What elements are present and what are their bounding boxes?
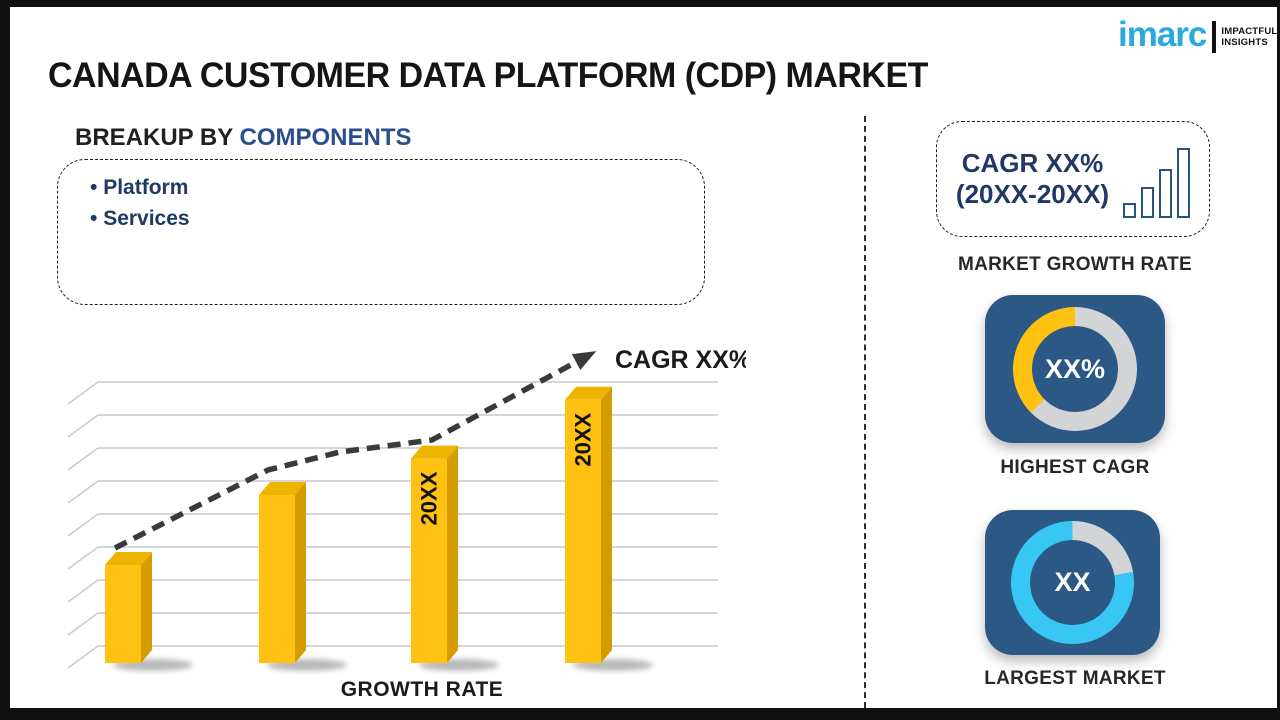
- list-item-services: Services: [90, 203, 704, 234]
- growth-rate-bar-chart: 20XX 20XX CAGR XX% GROWTH RATE: [67, 346, 746, 701]
- chart-bars: 20XX 20XX: [105, 386, 653, 671]
- x-axis-label: GROWTH RATE: [341, 678, 504, 701]
- list-item-platform: Platform: [90, 172, 704, 203]
- breakup-heading: BREAKUP BY COMPONENTS: [75, 124, 412, 152]
- page-border-top: [0, 0, 1280, 7]
- svg-text:20XX: 20XX: [417, 471, 442, 525]
- highest-cagr-label: HIGHEST CAGR: [1000, 457, 1150, 478]
- growth-bars-icon: [1123, 146, 1191, 218]
- page-border-left: [0, 0, 10, 720]
- page-border-bottom: [0, 708, 1280, 720]
- market-growth-rate-box: CAGR XX% (20XX-20XX): [936, 121, 1210, 237]
- components-list: Platform Services: [90, 172, 704, 234]
- cagr-line1: CAGR XX%: [961, 148, 1104, 178]
- cagr-value-text: CAGR XX% (20XX-20XX): [956, 148, 1109, 210]
- imarc-logo: imarc IMPACTFUL INSIGHTS: [1118, 16, 1277, 54]
- logo-divider: [1212, 21, 1217, 53]
- components-list-box: Platform Services: [57, 159, 705, 305]
- largest-market-label: LARGEST MARKET: [984, 668, 1166, 689]
- logo-tagline-line1: IMPACTFUL: [1221, 26, 1278, 37]
- page-border-right: [1277, 0, 1280, 720]
- largest-market-value: XX: [1054, 567, 1091, 597]
- cagr-trend-arrow: [113, 351, 597, 551]
- logo-tagline: IMPACTFUL INSIGHTS: [1221, 26, 1277, 48]
- cagr-line2: (20XX-20XX): [955, 179, 1110, 209]
- page-title: CANADA CUSTOMER DATA PLATFORM (CDP) MARK…: [48, 56, 928, 95]
- breakup-heading-prefix: BREAKUP BY: [75, 124, 240, 151]
- market-growth-rate-label: MARKET GROWTH RATE: [957, 254, 1193, 275]
- svg-text:20XX: 20XX: [571, 412, 596, 466]
- cagr-trend-label: CAGR XX%: [615, 346, 746, 374]
- imarc-logo-wordmark: imarc: [1118, 15, 1207, 54]
- logo-tagline-line2: INSIGHTS: [1221, 37, 1268, 48]
- section-divider: [864, 116, 866, 708]
- highest-cagr-value: XX%: [1044, 353, 1106, 384]
- chart-gridlines: [67, 381, 718, 669]
- highest-cagr-donut-chart: XX%: [1013, 307, 1137, 431]
- largest-market-panel: XX: [985, 510, 1160, 655]
- largest-market-donut-chart: XX: [1011, 521, 1134, 644]
- highest-cagr-panel: XX%: [985, 295, 1165, 443]
- breakup-heading-highlight: COMPONENTS: [239, 124, 412, 151]
